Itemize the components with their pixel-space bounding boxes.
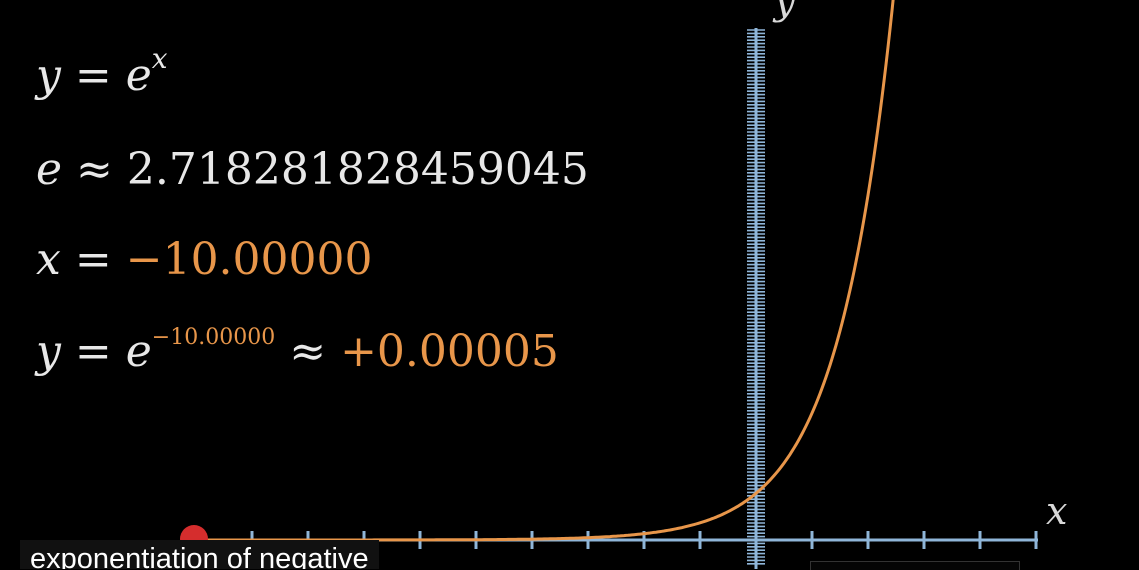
- var-y: y: [36, 326, 61, 377]
- exponent-value: −10.00000: [151, 325, 276, 350]
- equation-x-value: x = −10.00000: [36, 238, 373, 282]
- exponent-x: x: [151, 42, 168, 75]
- base-e: e: [125, 326, 152, 377]
- y-axis-label: y: [772, 0, 796, 23]
- equals-sign: =: [74, 50, 112, 101]
- result-value: +0.00005: [340, 326, 559, 377]
- x-value: −10.00000: [125, 234, 373, 285]
- player-overlay-box: [810, 561, 1020, 570]
- const-e: e: [36, 144, 63, 195]
- approx-sign: ≈: [76, 144, 113, 195]
- y-axis: [747, 28, 765, 569]
- subtitle-caption: exponentiation of negative: [20, 540, 379, 569]
- e-value: 2.718281828459045: [126, 144, 589, 195]
- equation-result: y = e−10.00000 ≈ +0.00005: [36, 327, 559, 374]
- equals-sign: =: [74, 234, 112, 285]
- exp-curve: [196, 0, 895, 542]
- equals-sign: =: [74, 326, 112, 377]
- base-e: e: [125, 50, 152, 101]
- var-y: y: [36, 50, 61, 101]
- equation-definition: y = ex: [36, 45, 168, 98]
- var-x: x: [36, 234, 61, 285]
- x-axis-label: x: [1046, 489, 1067, 533]
- approx-sign: ≈: [289, 326, 327, 377]
- equation-e-value: e ≈ 2.718281828459045: [36, 148, 589, 192]
